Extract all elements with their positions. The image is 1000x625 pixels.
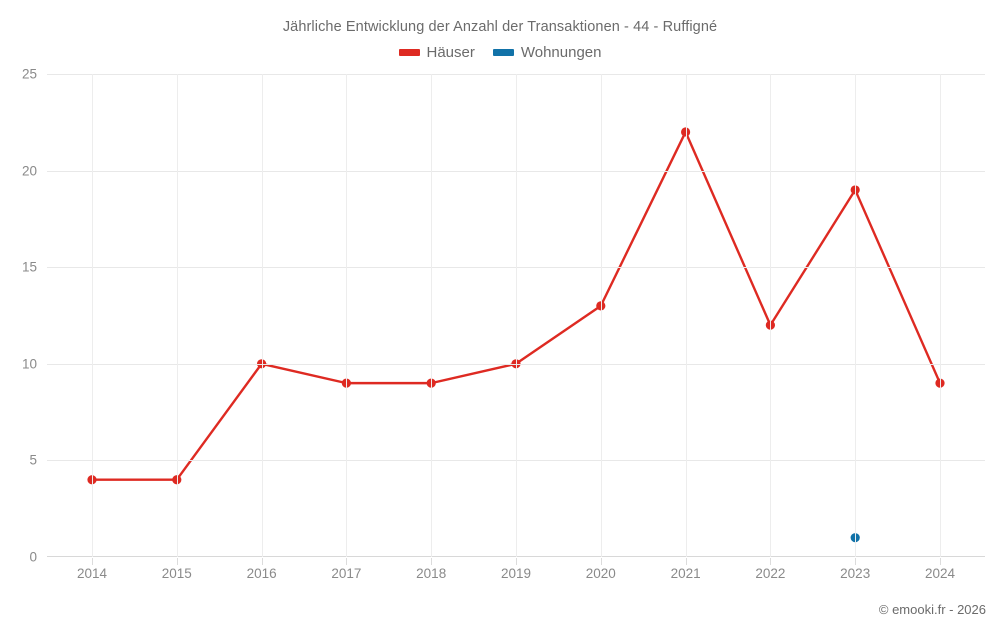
x-tick-mark bbox=[770, 558, 772, 565]
x-tick-label: 2015 bbox=[161, 566, 192, 581]
gridline-vertical bbox=[516, 74, 517, 557]
x-tick-label: 2020 bbox=[585, 566, 616, 581]
x-tick-mark bbox=[346, 558, 348, 565]
x-axis: 2014 2015 2016 2017 2018 2019 2020 2021 2022 2023… bbox=[47, 566, 985, 588]
x-tick-mark bbox=[940, 558, 941, 565]
x-tick-mark bbox=[516, 558, 517, 565]
x-tick-label: 2019 bbox=[500, 566, 532, 581]
plot-area bbox=[47, 74, 985, 565]
x-tick-mark bbox=[855, 558, 857, 565]
y-tick-label: 0 bbox=[29, 549, 37, 565]
gridline-vertical bbox=[431, 74, 433, 557]
gridline-vertical bbox=[92, 74, 93, 557]
x-tick-mark bbox=[261, 558, 263, 565]
y-tick-label: 5 bbox=[29, 452, 37, 468]
gridline-vertical bbox=[940, 74, 941, 557]
x-tick-mark bbox=[431, 558, 433, 565]
x-tick-label: 2023 bbox=[840, 566, 871, 581]
legend-label-wohnungen: Wohnungen bbox=[520, 44, 602, 61]
legend-item-hauser[interactable]: Häuser bbox=[398, 44, 475, 61]
legend-swatch-hauser bbox=[398, 49, 420, 56]
x-tick-mark bbox=[92, 558, 93, 565]
legend-item-wohnungen[interactable]: Wohnungen bbox=[492, 44, 602, 61]
gridline-vertical bbox=[855, 74, 857, 557]
legend-swatch-wohnungen bbox=[492, 49, 514, 56]
x-tick-label: 2018 bbox=[416, 566, 447, 581]
legend-label-hauser: Häuser bbox=[426, 44, 475, 61]
y-tick-label: 25 bbox=[21, 66, 37, 82]
x-tick-label: 2022 bbox=[755, 566, 786, 581]
y-tick-label: 20 bbox=[21, 163, 37, 179]
y-tick-label: 10 bbox=[21, 356, 37, 372]
gridline-vertical bbox=[600, 74, 602, 557]
x-tick-mark bbox=[685, 558, 687, 565]
x-tick-label: 2014 bbox=[76, 566, 108, 581]
y-axis: 0 5 10 15 20 25 bbox=[0, 67, 37, 565]
gridline-vertical bbox=[261, 74, 263, 557]
x-tick-mark bbox=[176, 558, 178, 565]
gridline-vertical bbox=[346, 74, 348, 557]
x-tick-label: 2017 bbox=[331, 566, 362, 581]
y-tick-label: 15 bbox=[21, 259, 37, 275]
x-tick-label: 2016 bbox=[246, 566, 277, 581]
x-tick-label: 2024 bbox=[924, 566, 956, 581]
chart-legend: Häuser Wohnungen bbox=[0, 44, 1000, 61]
footer-credit: © emooki.fr - 2026 bbox=[878, 602, 986, 617]
x-tick-label: 2021 bbox=[670, 566, 701, 581]
chart-title: Jährliche Entwicklung der Anzahl der Tra… bbox=[282, 19, 718, 35]
x-tick-mark bbox=[600, 558, 602, 565]
gridline-vertical bbox=[770, 74, 772, 557]
gridline-vertical bbox=[176, 74, 178, 557]
gridline-vertical bbox=[685, 74, 687, 557]
